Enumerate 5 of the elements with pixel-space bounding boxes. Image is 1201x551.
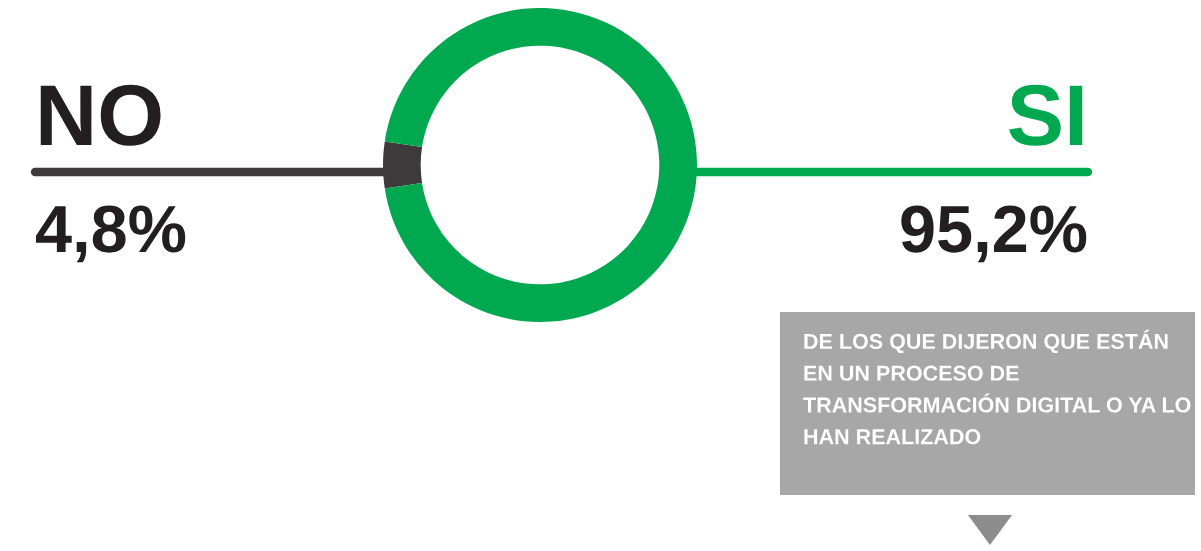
data-label: 95,2% bbox=[901, 205, 1087, 263]
text: DE LOS QUE DIJERON QUE ESTÁN EN UN PROCESO DE TRANSFORMACIÓN DIGITAL O YA LO HAN REALIZADO bbox=[803, 329, 1191, 445]
slice-label: NO bbox=[40, 84, 161, 146]
data-label: 4,8% bbox=[36, 205, 186, 263]
slice-label: SI bbox=[1009, 84, 1083, 146]
